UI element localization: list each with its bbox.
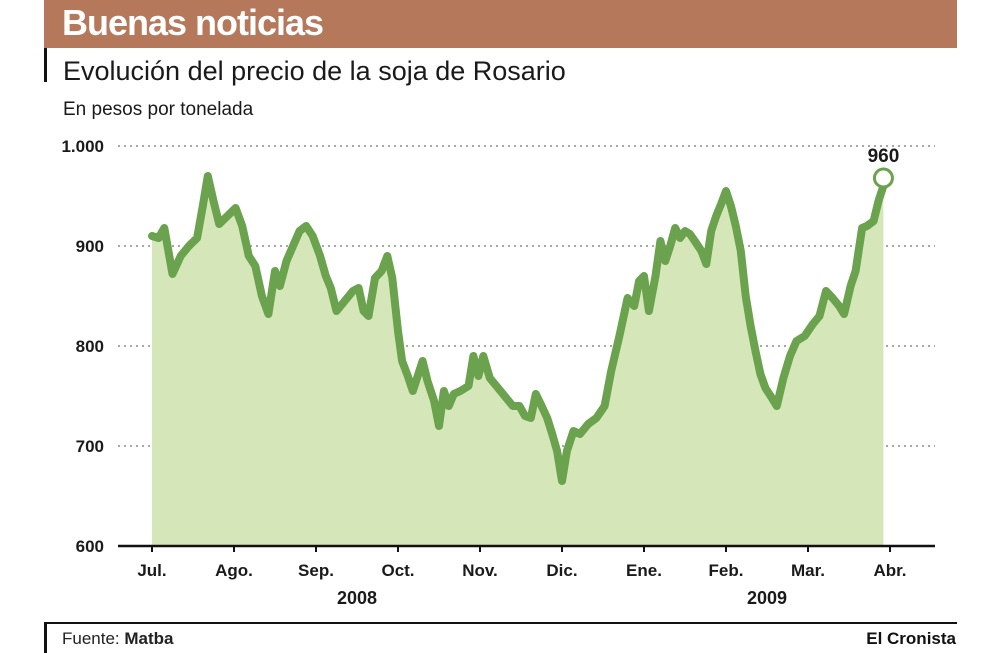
source-value: Matba [124,629,174,648]
price-line [148,172,888,485]
footer-left-rule [44,622,47,653]
x-tick-label: Abr. [873,561,906,580]
annotation-label: 960 [868,146,900,167]
x-tick-label: Feb. [709,561,744,580]
units-label: En pesos por tonelada [63,99,254,120]
y-tick-label: 900 [76,237,104,256]
x-tick-label: Nov. [462,561,498,580]
area-fill [152,176,884,546]
x-axis [118,544,935,552]
x-tick-label: Dic. [546,561,577,580]
publisher-brand: El Cronista [866,629,956,648]
x-tick-label: Sep. [298,561,334,580]
title-rule [44,48,47,82]
banner-title: Buenas noticias [62,2,324,43]
x-tick-label: Mar. [791,561,825,580]
y-tick-label: 800 [76,337,104,356]
x-tick-label: Oct. [381,561,414,580]
x-tick-labels: Jul. Ago. Sep. Oct. Nov. Dic. Ene. Feb. Mar. Abr.… [137,561,906,608]
year-label: 2008 [337,588,377,608]
x-tick-label: Ago. [215,561,253,580]
series-area [152,176,884,546]
y-tick-label: 1.000 [61,137,104,156]
series-line [148,172,888,485]
source-label: Fuente: [62,629,120,648]
year-label: 2009 [747,588,787,608]
y-tick-label: 700 [76,437,104,456]
y-tick-label: 600 [76,537,104,556]
annotations: 960 [868,146,900,189]
chart-title: Evolución del precio de la soja de Rosar… [63,56,566,86]
annotation-marker [872,167,894,189]
x-tick-label: Jul. [137,561,166,580]
x-tick-label: Ene. [626,561,662,580]
header-banner: Buenas noticias [44,0,957,48]
source-credit: Fuente: Matba [62,629,174,649]
y-tick-labels: 600 700 800 900 1.000 [61,137,104,556]
footer-rule [44,622,957,624]
